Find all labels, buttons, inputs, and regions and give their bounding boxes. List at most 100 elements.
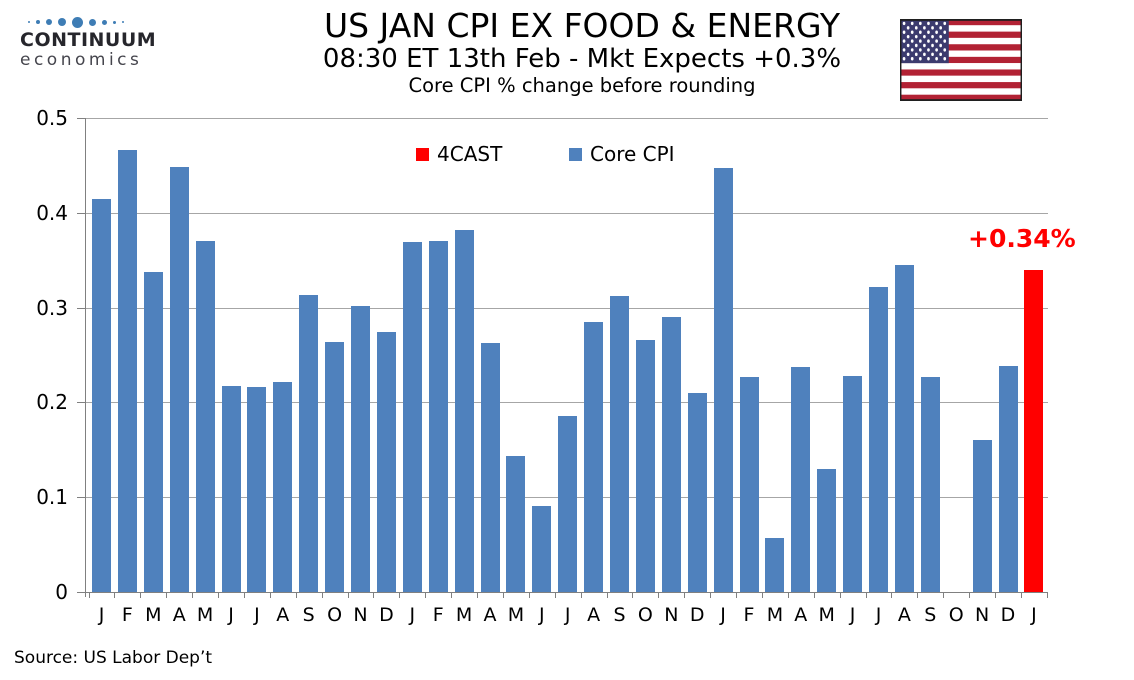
x-axis-label: N [974, 604, 990, 626]
x-axis-tick [995, 593, 997, 598]
x-axis-label: J [1031, 604, 1037, 626]
x-axis-tick [813, 593, 815, 598]
core-cpi-bar-F-13 [428, 241, 448, 592]
core-cpi-bar-O-9 [325, 341, 345, 592]
x-axis-tick [347, 593, 349, 598]
core-cpi-bar-A-3 [169, 167, 189, 592]
core-cpi-bar-J-0 [92, 198, 111, 592]
x-axis-tick [528, 593, 530, 598]
x-axis-label: D [1000, 604, 1016, 626]
core-cpi-bar-J-17 [532, 505, 552, 592]
y-axis-label: 0.4 [36, 200, 68, 225]
x-axis-tick [580, 593, 582, 598]
core-cpi-bar-D-35 [998, 366, 1018, 592]
core-cpi-bar-N-34 [972, 440, 992, 592]
x-axis-label: F [432, 604, 444, 626]
core-cpi-bar-A-15 [480, 342, 500, 592]
legend-label-core-cpi: Core CPI [590, 142, 675, 166]
x-axis-tick [761, 593, 763, 598]
x-axis-label: M [818, 604, 835, 626]
y-axis-label: 0.2 [36, 390, 68, 415]
gridline [85, 118, 1048, 119]
x-axis-label: N [353, 604, 368, 626]
forecast-annotation: +0.34% [968, 224, 1076, 253]
core-cpi-bar-A-7 [273, 381, 293, 592]
x-axis-tick [969, 593, 971, 598]
x-axis-label: D [689, 604, 705, 626]
core-cpi-bar-J-30 [869, 286, 888, 592]
x-axis-tick [373, 593, 375, 598]
logo-sub-text: economics [20, 50, 143, 70]
y-axis-tick [77, 592, 85, 593]
flag-border [900, 19, 1022, 101]
y-axis-tick [77, 118, 85, 119]
core-cpi-bar-M-14 [454, 229, 474, 592]
x-axis-label: A [172, 604, 186, 626]
legend-item-4cast: 4CAST [416, 142, 503, 166]
x-axis-tick [140, 593, 142, 598]
x-axis-tick [399, 593, 401, 598]
flag-stripes [900, 19, 1022, 101]
x-axis-label: S [924, 604, 937, 626]
x-axis-label: M [455, 604, 473, 626]
x-axis-label: D [379, 604, 394, 626]
x-axis-tick [865, 593, 867, 598]
forecast-bar-J-36 [1024, 269, 1044, 592]
core-cpi-bar-A-19 [584, 321, 604, 592]
y-axis-tick [77, 307, 85, 309]
us-flag-icon [900, 19, 1022, 101]
core-cpi-bar-J-24 [713, 168, 733, 592]
gridline [85, 402, 1048, 404]
x-axis-line [85, 592, 1048, 593]
core-cpi-bar-S-32 [920, 376, 940, 592]
core-cpi-bar-F-25 [739, 376, 759, 592]
x-axis-tick [425, 593, 427, 598]
core-cpi-bar-J-29 [843, 375, 863, 592]
legend-label-4cast: 4CAST [437, 142, 503, 166]
x-axis-tick [451, 593, 453, 598]
gridline [85, 212, 1048, 214]
x-axis-tick [917, 593, 919, 598]
x-axis-label: A [587, 604, 601, 626]
core-cpi-bar-J-5 [221, 386, 241, 592]
x-axis-tick [295, 593, 297, 598]
core-cpi-bar-J-18 [558, 415, 578, 592]
core-cpi-bar-M-4 [195, 241, 215, 592]
x-axis-label: J [98, 604, 105, 626]
x-axis-label: M [507, 604, 525, 626]
gridline [85, 307, 1048, 309]
x-axis-tick [684, 593, 686, 598]
x-axis-tick [243, 593, 245, 598]
x-axis-tick [554, 593, 556, 598]
legend-item-core-cpi: Core CPI [569, 142, 675, 166]
x-axis-label: A [483, 604, 497, 626]
continuum-economics-logo: CONTINUUM economics [20, 14, 190, 70]
core-cpi-bar-S-20 [610, 296, 629, 592]
y-axis-tick [77, 402, 85, 404]
x-axis-label: J [564, 604, 571, 626]
x-axis-label: J [875, 604, 882, 626]
x-axis-label: M [766, 604, 784, 626]
x-axis-label: M [145, 604, 162, 626]
x-axis-tick [477, 593, 479, 598]
core-cpi-bar-F-1 [117, 150, 137, 592]
chart-note: Core CPI % change before rounding [408, 74, 756, 97]
x-axis-tick [502, 593, 504, 598]
x-axis-tick [787, 593, 789, 598]
x-axis-tick [321, 593, 323, 598]
x-axis-tick [943, 593, 945, 598]
x-axis-label: S [613, 604, 626, 626]
x-axis-tick [1046, 593, 1048, 598]
core-cpi-bar-O-21 [635, 339, 655, 592]
core-cpi-bar-J-12 [402, 242, 422, 592]
y-axis-label: 0 [55, 580, 68, 604]
logo-brand-text: CONTINUUM [20, 29, 157, 51]
x-axis-label: O [327, 604, 343, 626]
x-axis-label: A [276, 604, 290, 626]
x-axis-label: J [849, 604, 856, 626]
x-axis-label: M [196, 604, 214, 626]
x-axis-label: A [794, 604, 808, 626]
x-axis-tick [269, 593, 271, 598]
core-cpi-bar-D-11 [376, 332, 396, 592]
